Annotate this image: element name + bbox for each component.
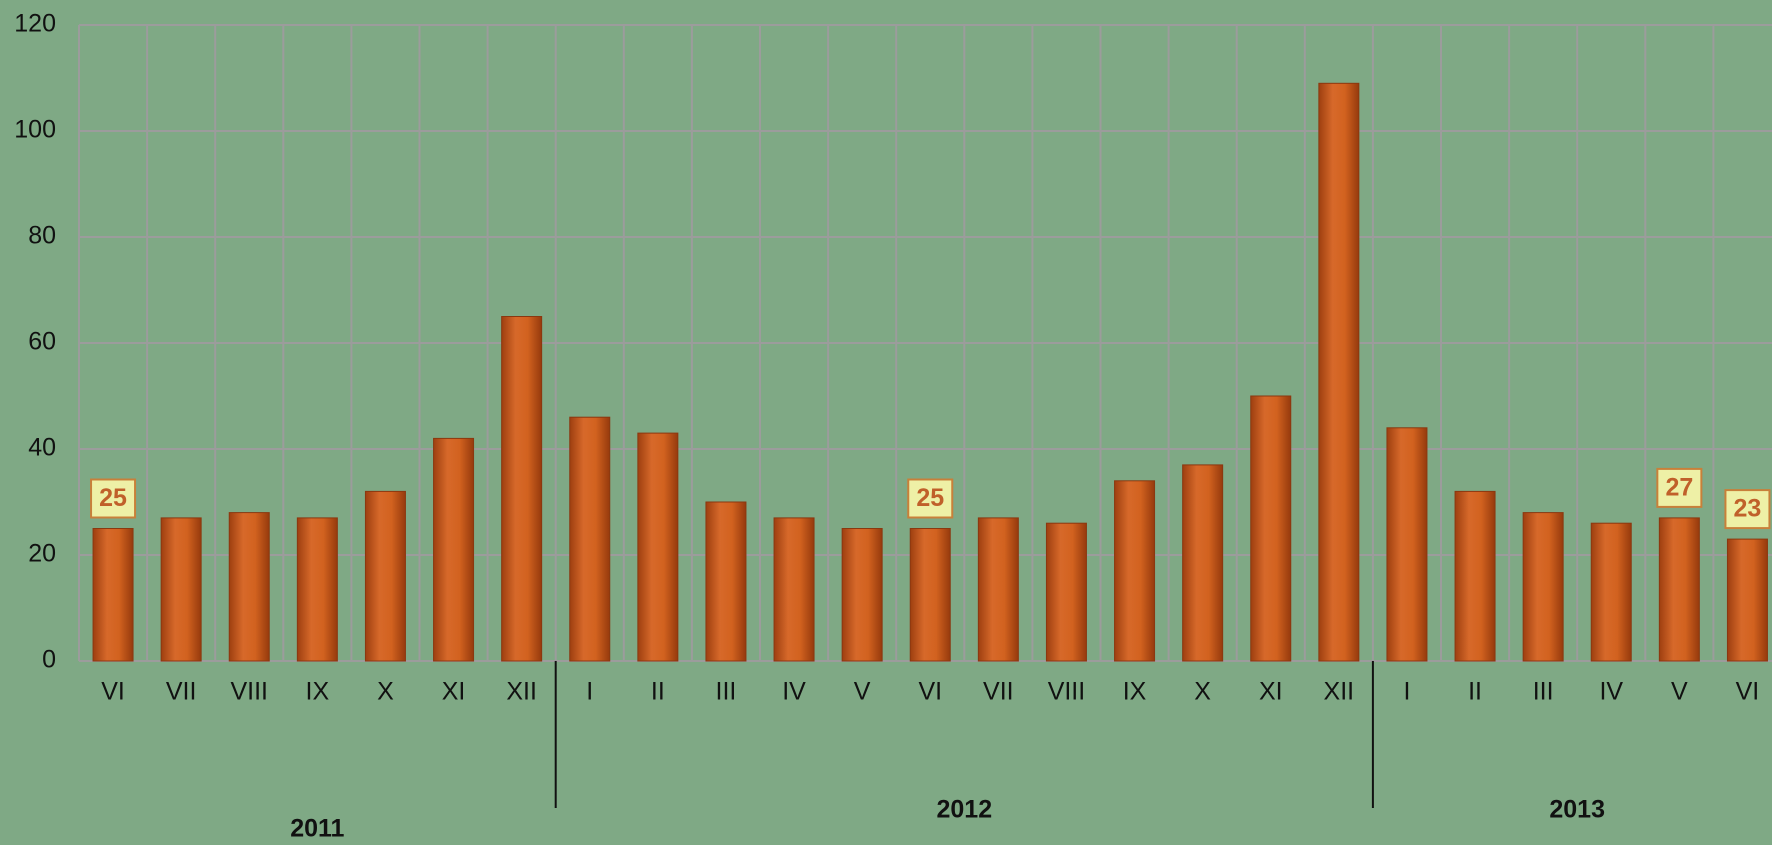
data-label-box: [1724, 489, 1771, 530]
x-tick-label: I: [586, 678, 593, 706]
x-tick-label: VI: [1736, 678, 1760, 706]
bar: [1658, 517, 1700, 662]
x-tick-label: XII: [1324, 678, 1355, 706]
bar: [1045, 522, 1087, 662]
bar: [1250, 395, 1292, 662]
x-tick-label: II: [651, 678, 665, 706]
bar: [705, 501, 747, 662]
bar: [1454, 490, 1496, 662]
y-tick-label: 80: [28, 222, 56, 250]
x-tick-label: X: [377, 678, 394, 706]
x-tick-label: IX: [306, 678, 330, 706]
x-tick-label: IX: [1123, 678, 1147, 706]
x-tick-label: V: [854, 678, 871, 706]
bar: [773, 517, 815, 662]
x-tick-label: X: [1194, 678, 1211, 706]
bar: [364, 490, 406, 662]
x-tick-label: VI: [918, 678, 942, 706]
bar: [228, 512, 270, 662]
y-tick-label: 100: [14, 116, 56, 144]
group-label: 2013: [1549, 796, 1605, 824]
x-tick-label: VI: [101, 678, 125, 706]
bar: [1182, 464, 1224, 662]
x-tick-label: VIII: [1048, 678, 1086, 706]
y-tick-label: 20: [28, 540, 56, 568]
x-tick-label: III: [716, 678, 737, 706]
data-label: 23: [1734, 495, 1762, 523]
bar: [1726, 538, 1768, 662]
bar: [296, 517, 338, 662]
x-tick-label: IV: [782, 678, 806, 706]
x-tick-label: XII: [506, 678, 537, 706]
bar: [1114, 480, 1156, 662]
bar: [92, 528, 134, 662]
y-tick-label: 60: [28, 328, 56, 356]
group-label: 2012: [936, 796, 992, 824]
bar: [433, 437, 475, 662]
bar: [909, 528, 951, 662]
bar: [1590, 522, 1632, 662]
y-tick-label: 40: [28, 434, 56, 462]
y-tick-label: 120: [14, 10, 56, 38]
bar: [1522, 512, 1564, 662]
data-label: 27: [1665, 474, 1693, 502]
data-label-box: [90, 478, 137, 519]
bar: [1318, 82, 1360, 662]
bar: [569, 416, 611, 662]
bar: [1386, 427, 1428, 662]
bar: [841, 528, 883, 662]
y-tick-label: 0: [42, 646, 56, 674]
data-label-box: [1656, 467, 1703, 508]
x-tick-label: XI: [442, 678, 466, 706]
bar: [501, 316, 543, 662]
bar: [977, 517, 1019, 662]
x-tick-label: I: [1403, 678, 1410, 706]
data-label: 25: [99, 484, 127, 512]
x-tick-label: II: [1468, 678, 1482, 706]
bar: [637, 432, 679, 662]
data-label-box: [907, 478, 954, 519]
data-label: 25: [916, 484, 944, 512]
x-tick-label: V: [1671, 678, 1688, 706]
x-tick-label: VII: [983, 678, 1014, 706]
x-tick-label: VIII: [230, 678, 268, 706]
x-tick-label: III: [1533, 678, 1554, 706]
group-label: 2011: [290, 815, 344, 843]
x-tick-label: IV: [1599, 678, 1623, 706]
x-tick-label: VII: [166, 678, 197, 706]
x-tick-label: XI: [1259, 678, 1283, 706]
bar: [160, 517, 202, 662]
